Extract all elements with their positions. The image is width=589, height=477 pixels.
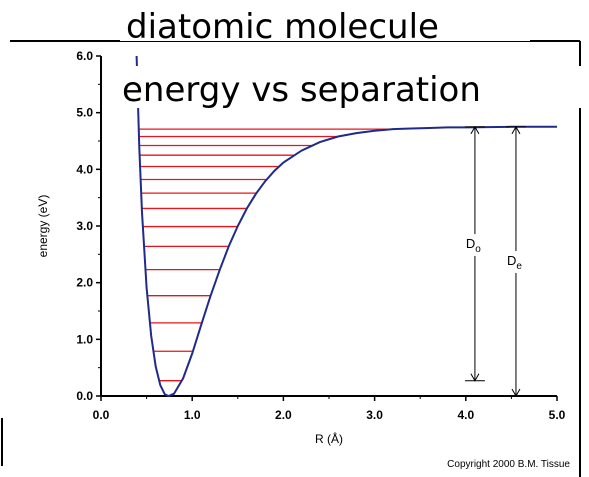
vibrational-levels — [138, 128, 393, 382]
dissociation-annotations: Do De — [463, 125, 529, 398]
y-tick-label: 1.0 — [76, 332, 93, 346]
y-tick-label: 5.0 — [76, 106, 93, 120]
De-label-bg — [504, 251, 529, 273]
title-line-1: diatomic molecule — [126, 7, 439, 47]
y-tick-label: 6.0 — [76, 49, 93, 63]
copyright-text: Copyright 2000 B.M. Tissue — [447, 459, 570, 470]
x-tick-label: 3.0 — [366, 408, 383, 422]
subtitle-backdrop — [118, 66, 583, 108]
axis-ticks: 0.0 1.0 2.0 3.0 4.0 5.0 0.0 1.0 2.0 3.0 4.0 5.0 6.0 — [76, 49, 565, 422]
x-tick-label: 2.0 — [275, 408, 292, 422]
y-tick-label: 4.0 — [76, 162, 93, 176]
title-line-2: energy vs separation — [122, 70, 481, 110]
y-axis-title: energy (eV) — [36, 195, 50, 258]
y-tick-label: 0.0 — [76, 389, 93, 403]
potential-energy-curve — [135, 55, 557, 398]
title-backdrop — [120, 5, 530, 41]
De-label: De — [507, 253, 522, 272]
y-tick-label: 3.0 — [76, 219, 93, 233]
Do-label: Do — [466, 236, 481, 255]
x-tick-label: 1.0 — [184, 408, 201, 422]
y-tick-label: 2.0 — [76, 276, 93, 290]
x-axis-title: R (Å) — [315, 431, 343, 446]
Do-label-bg — [463, 234, 488, 256]
x-tick-label: 0.0 — [93, 408, 110, 422]
x-tick-label: 4.0 — [457, 408, 474, 422]
x-tick-label: 5.0 — [549, 408, 566, 422]
